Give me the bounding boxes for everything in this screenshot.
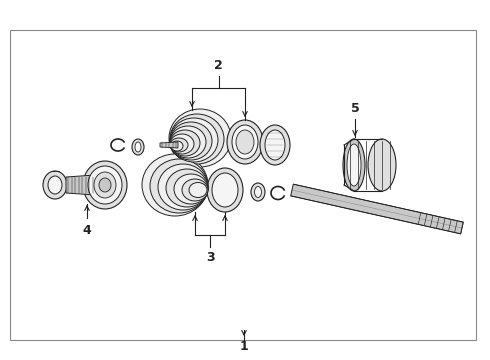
Ellipse shape — [207, 168, 243, 212]
Polygon shape — [66, 175, 95, 195]
Text: 3: 3 — [206, 251, 214, 264]
Ellipse shape — [182, 179, 208, 201]
Ellipse shape — [170, 118, 218, 162]
Ellipse shape — [212, 173, 238, 207]
Ellipse shape — [158, 164, 208, 210]
Polygon shape — [160, 142, 178, 148]
Ellipse shape — [135, 142, 141, 152]
Ellipse shape — [170, 122, 212, 160]
Ellipse shape — [254, 186, 262, 198]
Ellipse shape — [227, 120, 263, 164]
Ellipse shape — [48, 176, 62, 194]
Ellipse shape — [368, 139, 396, 191]
Ellipse shape — [189, 183, 207, 198]
Ellipse shape — [170, 126, 206, 158]
Ellipse shape — [260, 125, 290, 165]
Ellipse shape — [166, 169, 208, 207]
Ellipse shape — [343, 139, 365, 191]
Ellipse shape — [150, 159, 208, 213]
Ellipse shape — [236, 130, 254, 154]
Ellipse shape — [170, 134, 194, 154]
Text: 2: 2 — [214, 59, 223, 72]
Ellipse shape — [43, 171, 67, 199]
Text: 1: 1 — [240, 341, 248, 354]
Ellipse shape — [99, 178, 111, 192]
Ellipse shape — [171, 141, 183, 151]
Ellipse shape — [142, 154, 208, 216]
Ellipse shape — [94, 172, 116, 198]
Polygon shape — [291, 184, 464, 234]
Ellipse shape — [170, 138, 188, 152]
Ellipse shape — [83, 161, 127, 209]
Ellipse shape — [170, 114, 224, 164]
Ellipse shape — [347, 144, 361, 186]
Ellipse shape — [88, 166, 122, 204]
Ellipse shape — [265, 130, 285, 160]
Text: 4: 4 — [83, 224, 91, 237]
Ellipse shape — [132, 139, 144, 155]
Ellipse shape — [232, 125, 258, 159]
Ellipse shape — [169, 109, 231, 167]
Bar — [10, 30, 476, 340]
Ellipse shape — [174, 174, 208, 204]
Ellipse shape — [251, 183, 265, 201]
Ellipse shape — [170, 130, 200, 156]
Text: 5: 5 — [351, 102, 359, 115]
